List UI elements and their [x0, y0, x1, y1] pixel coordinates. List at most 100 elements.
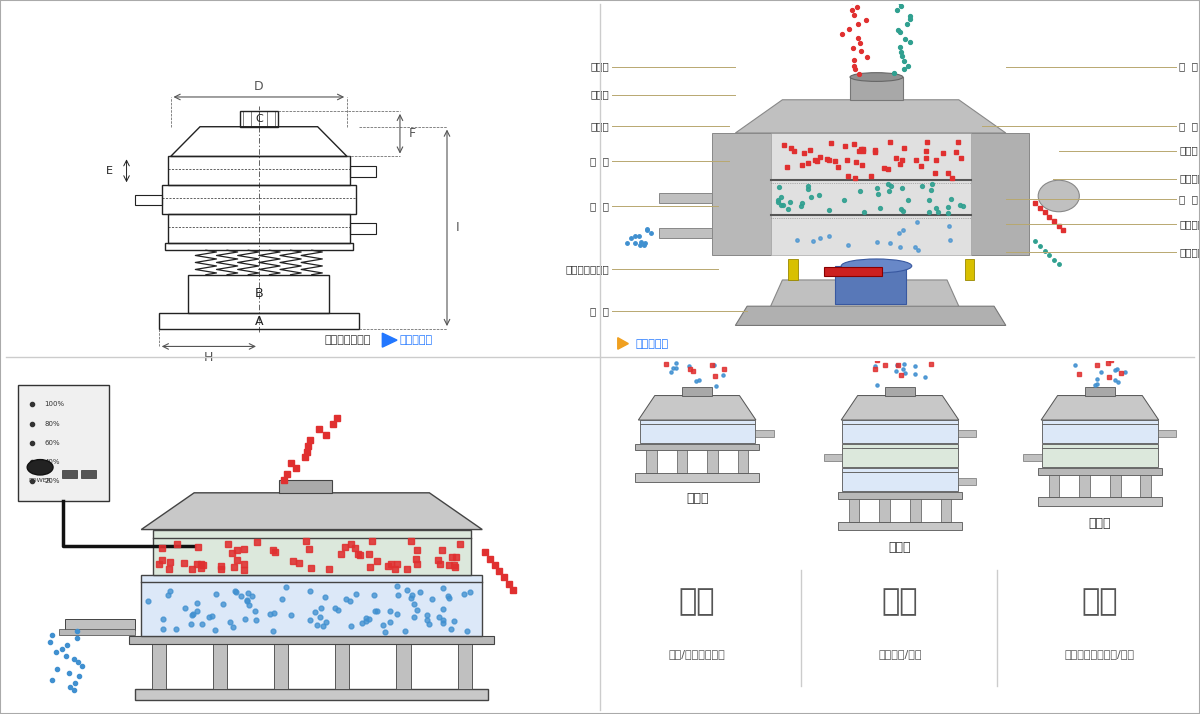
Bar [274, 644, 288, 690]
Bar [850, 77, 902, 100]
Bar [886, 387, 914, 396]
Text: 去除异物/结块: 去除异物/结块 [878, 650, 922, 660]
Bar [683, 387, 712, 396]
Ellipse shape [1038, 180, 1079, 212]
Polygon shape [638, 396, 756, 420]
Text: C: C [254, 114, 263, 124]
Ellipse shape [850, 73, 902, 81]
Polygon shape [736, 306, 1006, 326]
Polygon shape [618, 338, 629, 349]
Bar [1158, 430, 1176, 437]
Bar [848, 499, 859, 521]
Bar [707, 451, 718, 473]
Text: 下部重锤: 下部重锤 [1180, 247, 1200, 257]
Text: 三层式: 三层式 [889, 540, 911, 554]
Bar [823, 266, 882, 276]
Bar [65, 619, 136, 630]
Bar [164, 243, 353, 250]
Bar [880, 499, 890, 521]
Bar [842, 468, 958, 491]
Text: 60%: 60% [44, 440, 60, 446]
Text: 20%: 20% [44, 478, 60, 484]
Text: 运输固定负栌栓: 运输固定负栌栓 [565, 264, 608, 274]
Text: 颗粒/粉末准确分级: 颗粒/粉末准确分级 [668, 650, 726, 660]
Bar [965, 259, 974, 280]
Bar [839, 493, 961, 499]
Bar [82, 470, 96, 478]
Text: D: D [254, 80, 264, 93]
Bar [842, 420, 958, 443]
Bar [636, 444, 758, 451]
Text: 结构示意图: 结构示意图 [636, 338, 668, 348]
Bar [1110, 475, 1121, 498]
Bar [136, 690, 488, 700]
Text: 结构示意图: 结构示意图 [400, 335, 433, 345]
Text: 单层式: 单层式 [686, 493, 708, 506]
Text: 进料口: 进料口 [590, 61, 608, 71]
Text: 除杂: 除杂 [1081, 588, 1118, 616]
Bar [738, 451, 749, 473]
Text: B: B [254, 288, 263, 301]
Bar [941, 499, 952, 521]
Bar [910, 499, 920, 521]
Circle shape [28, 460, 53, 475]
Text: 双层式: 双层式 [1088, 517, 1111, 530]
Bar [18, 385, 109, 501]
Bar [240, 111, 278, 126]
Text: 机  座: 机 座 [590, 306, 608, 316]
Bar [1049, 475, 1060, 498]
Bar [457, 644, 472, 690]
Bar [154, 530, 470, 575]
Bar [636, 473, 758, 482]
Bar [130, 636, 494, 644]
Text: I: I [456, 221, 460, 234]
Text: 筛  网: 筛 网 [1180, 61, 1199, 71]
Text: 80%: 80% [44, 421, 60, 426]
Bar [839, 521, 961, 531]
Bar [1140, 475, 1151, 498]
Bar [62, 470, 77, 478]
Bar [646, 451, 656, 473]
Bar [335, 644, 349, 690]
Bar [1024, 454, 1043, 461]
Bar [1038, 498, 1162, 506]
Bar [212, 644, 227, 690]
Text: 上部重锤: 上部重锤 [1180, 174, 1200, 183]
Bar [712, 133, 770, 256]
Text: 外形尺寸示意图: 外形尺寸示意图 [324, 335, 371, 345]
Polygon shape [770, 280, 959, 306]
Text: 防尘盖: 防尘盖 [590, 89, 608, 99]
Bar [1043, 420, 1158, 443]
Polygon shape [1042, 396, 1159, 420]
Text: 100%: 100% [44, 401, 65, 407]
Text: 分级: 分级 [679, 588, 715, 616]
Bar [350, 166, 377, 176]
Text: 束  环: 束 环 [590, 156, 608, 166]
Bar [659, 228, 712, 238]
Bar [755, 430, 774, 437]
Text: F: F [409, 127, 416, 140]
Text: 弹  簧: 弹 簧 [590, 201, 608, 211]
Bar [971, 133, 1030, 256]
Bar [136, 195, 162, 205]
Text: A: A [254, 315, 263, 328]
Bar [152, 644, 166, 690]
Bar [1043, 444, 1158, 467]
Bar [823, 454, 842, 461]
Bar [659, 193, 712, 203]
Text: 去除液体中的颗粒/异物: 去除液体中的颗粒/异物 [1064, 650, 1135, 660]
Text: 过滤: 过滤 [882, 588, 918, 616]
Text: 网  架: 网 架 [1180, 121, 1199, 131]
Bar [350, 223, 377, 234]
Text: 振动电机: 振动电机 [1180, 219, 1200, 229]
Text: 出料口: 出料口 [590, 121, 608, 131]
Text: 筛  盘: 筛 盘 [1180, 194, 1199, 204]
Bar [280, 480, 332, 493]
Bar [59, 629, 136, 635]
Bar [396, 644, 410, 690]
Bar [842, 444, 958, 467]
Bar [958, 478, 977, 486]
Text: E: E [106, 166, 113, 176]
Bar [168, 156, 350, 185]
Bar [158, 313, 359, 329]
